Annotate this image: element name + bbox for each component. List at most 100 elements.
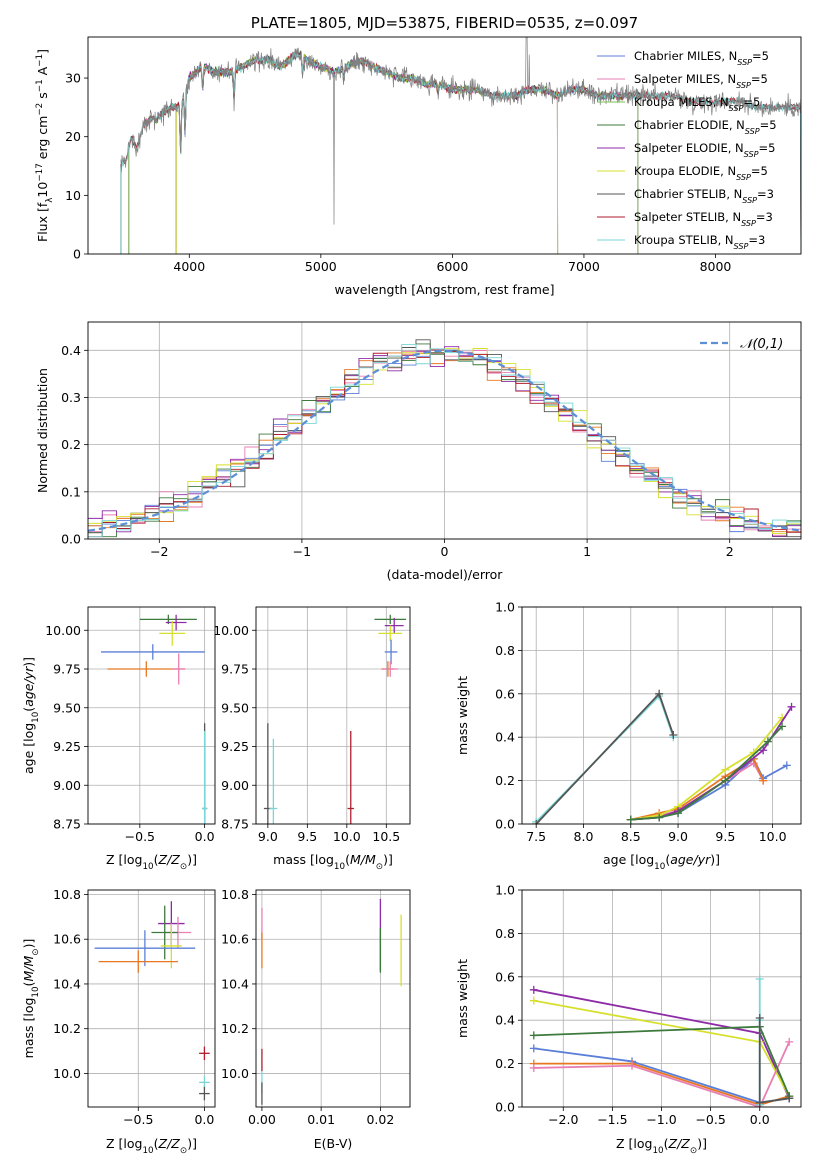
mass-weight-vs-Z-plot-area <box>529 974 794 1107</box>
mass-weight-vs-age-series-line <box>535 692 675 824</box>
mass-weight-vs-age-marker <box>674 809 683 818</box>
mass-weight-vs-Z-ylabel: mass weight <box>455 959 470 1038</box>
mass-weight-vs-age-xtick-label: 8.0 <box>574 829 594 844</box>
age-vs-mass-ytick-label: 9.00 <box>221 778 249 793</box>
age-vs-mass-xtick-label: 10.0 <box>333 829 361 844</box>
spectrum-legend-entry: Salpeter STELIB, NSSP=3 <box>634 210 773 228</box>
mass-vs-EBV-xlabel: E(B-V) <box>314 1136 353 1151</box>
mass-weight-vs-age-ytick-label: 0.8 <box>495 643 515 658</box>
residuals-ytick-label: 0.3 <box>61 390 81 405</box>
residuals-frame <box>87 321 802 540</box>
mass-weight-vs-Z-ytick-label: 0.0 <box>495 1100 515 1115</box>
residuals-xtick-label: −2 <box>150 544 168 559</box>
mass-weight-vs-Z-series-line <box>533 1041 791 1107</box>
spectrum-xtick-label: 5000 <box>305 259 337 274</box>
mass-weight-vs-age-marker <box>759 746 768 755</box>
mass-weight-vs-Z-ytick-label: 0.2 <box>495 1056 515 1071</box>
mass-weight-vs-age-marker <box>721 776 730 785</box>
mass-weight-vs-Z-marker <box>755 1014 764 1023</box>
spectrum-ytick-label: 20 <box>65 129 81 144</box>
mass-weight-vs-age-marker <box>626 815 635 824</box>
mass-weight-vs-age-series-line <box>630 757 764 821</box>
mass-vs-Z-xtick-label: −0.5 <box>123 1112 153 1127</box>
spectrum-xtick-label: 8000 <box>700 259 732 274</box>
mass-weight-vs-age-marker <box>669 731 678 740</box>
age-vs-Z-xtick-label: −0.5 <box>125 829 155 844</box>
residual-hist-step <box>88 344 801 538</box>
mass-weight-vs-Z-marker <box>529 996 538 1005</box>
mass-weight-vs-age-xtick-label: 9.5 <box>715 829 735 844</box>
residuals-ytick-label: 0.4 <box>61 343 81 358</box>
mass-weight-vs-age-series-line <box>630 725 783 821</box>
residuals-ytick-label: 0.0 <box>61 532 81 547</box>
mass-weight-vs-age-series-line <box>630 706 793 821</box>
spectrum-model-line <box>128 50 639 254</box>
mass-vs-EBV-plot-area <box>261 898 402 1105</box>
spectrum-ytick-label: 0 <box>73 247 81 262</box>
spectrum-ytick-label: 10 <box>65 188 81 203</box>
mass-weight-vs-age-ytick-label: 0.4 <box>495 730 515 745</box>
spectrum-xtick-label: 7000 <box>568 259 600 274</box>
spectrum-ylabel: Flux [fλ10−17 erg cm−2 s−1 A−1] <box>35 49 55 242</box>
residual-legend-entry: 𝒩(0,1) <box>740 337 783 352</box>
spectrum-model-line <box>128 51 639 254</box>
mass-weight-vs-Z-xtick-label: −1.5 <box>597 1112 627 1127</box>
mass-weight-vs-Z-ytick-label: 0.8 <box>495 926 515 941</box>
age-vs-mass-ytick-label: 10.00 <box>213 623 249 638</box>
mass-vs-Z-ylabel: mass [log10(M/M⊙)] <box>21 939 41 1059</box>
mass-weight-vs-Z-ytick-label: 0.6 <box>495 969 515 984</box>
mass-vs-Z-ytick-label: 10.8 <box>53 887 81 902</box>
age-vs-mass-ytick-label: 9.75 <box>221 662 249 677</box>
mass-weight-vs-age-marker <box>763 737 772 746</box>
mass-vs-Z-plot-area <box>94 901 210 1101</box>
age-vs-mass-ytick-label: 9.25 <box>221 739 249 754</box>
age-vs-Z-ytick-label: 9.00 <box>53 778 81 793</box>
spectrum-legend-entry: Kroupa MILES, NSSP=5 <box>634 95 760 113</box>
mass-weight-vs-age-ytick-label: 0.0 <box>495 817 515 832</box>
mass-vs-Z-ytick-label: 10.2 <box>53 1021 81 1036</box>
mass-vs-EBV-frame <box>255 889 411 1108</box>
residual-ylabel: Normed distribution <box>35 368 50 493</box>
mass-weight-vs-age-ytick-label: 0.2 <box>495 773 515 788</box>
spectrum-frame <box>87 36 802 255</box>
spectrum-legend-entry: Chabrier STELIB, NSSP=3 <box>634 187 774 205</box>
mass-weight-vs-Z-marker <box>529 985 538 994</box>
age-vs-Z-ylabel: age [log10(age/yr)] <box>21 657 41 774</box>
mass-vs-EBV-xtick-label: 0.01 <box>307 1112 335 1127</box>
spectrum-legend-entry: Chabrier ELODIE, NSSP=5 <box>634 118 777 136</box>
mass-weight-vs-Z-ytick-label: 0.4 <box>495 1013 515 1028</box>
mass-weight-vs-Z-xtick-label: −0.5 <box>695 1112 725 1127</box>
age-vs-mass-xtick-label: 10.5 <box>372 829 400 844</box>
mass-weight-vs-age-xlabel: age [log10(age/yr)] <box>603 852 720 872</box>
spectrum-xtick-label: 4000 <box>173 259 205 274</box>
mass-weight-vs-age-marker <box>532 820 541 824</box>
mass-weight-vs-age-marker <box>655 813 664 822</box>
residuals-ytick-label: 0.1 <box>61 484 81 499</box>
mass-weight-vs-Z-marker <box>785 1094 794 1103</box>
mass-weight-vs-age-marker <box>778 722 787 731</box>
mass-vs-Z-ytick-label: 10.4 <box>53 976 81 991</box>
residual-xlabel: (data-model)/error <box>387 567 504 582</box>
mass-weight-vs-age-frame <box>521 606 802 825</box>
mass-weight-vs-Z-marker <box>785 1037 794 1046</box>
mass-vs-EBV-ytick-label: 10.8 <box>221 887 249 902</box>
mass-vs-Z-xtick-label: 0.0 <box>194 1112 214 1127</box>
mass-vs-EBV-ytick-label: 10.6 <box>221 932 249 947</box>
mass-weight-vs-age-ytick-label: 0.6 <box>495 686 515 701</box>
age-vs-Z-ytick-label: 10.00 <box>45 623 81 638</box>
spectrum-data-line <box>120 37 801 225</box>
mass-weight-vs-Z-marker <box>755 974 764 983</box>
mass-weight-vs-Z-marker <box>529 1031 538 1040</box>
age-vs-Z-ytick-label: 8.75 <box>53 817 81 832</box>
mass-weight-vs-Z-xtick-label: −2.0 <box>548 1112 578 1127</box>
mass-weight-vs-age-marker <box>721 765 730 774</box>
age-vs-mass-xtick-label: 9.0 <box>258 829 278 844</box>
spectrum-ytick-label: 30 <box>65 71 81 86</box>
mass-weight-vs-age-marker <box>782 761 791 770</box>
mass-weight-vs-Z-marker <box>529 1044 538 1053</box>
age-vs-mass-frame <box>255 606 411 825</box>
age-vs-mass-ytick-label: 8.75 <box>221 817 249 832</box>
age-vs-mass-plot-area <box>263 614 407 824</box>
mass-weight-vs-age-plot-area <box>532 689 796 824</box>
